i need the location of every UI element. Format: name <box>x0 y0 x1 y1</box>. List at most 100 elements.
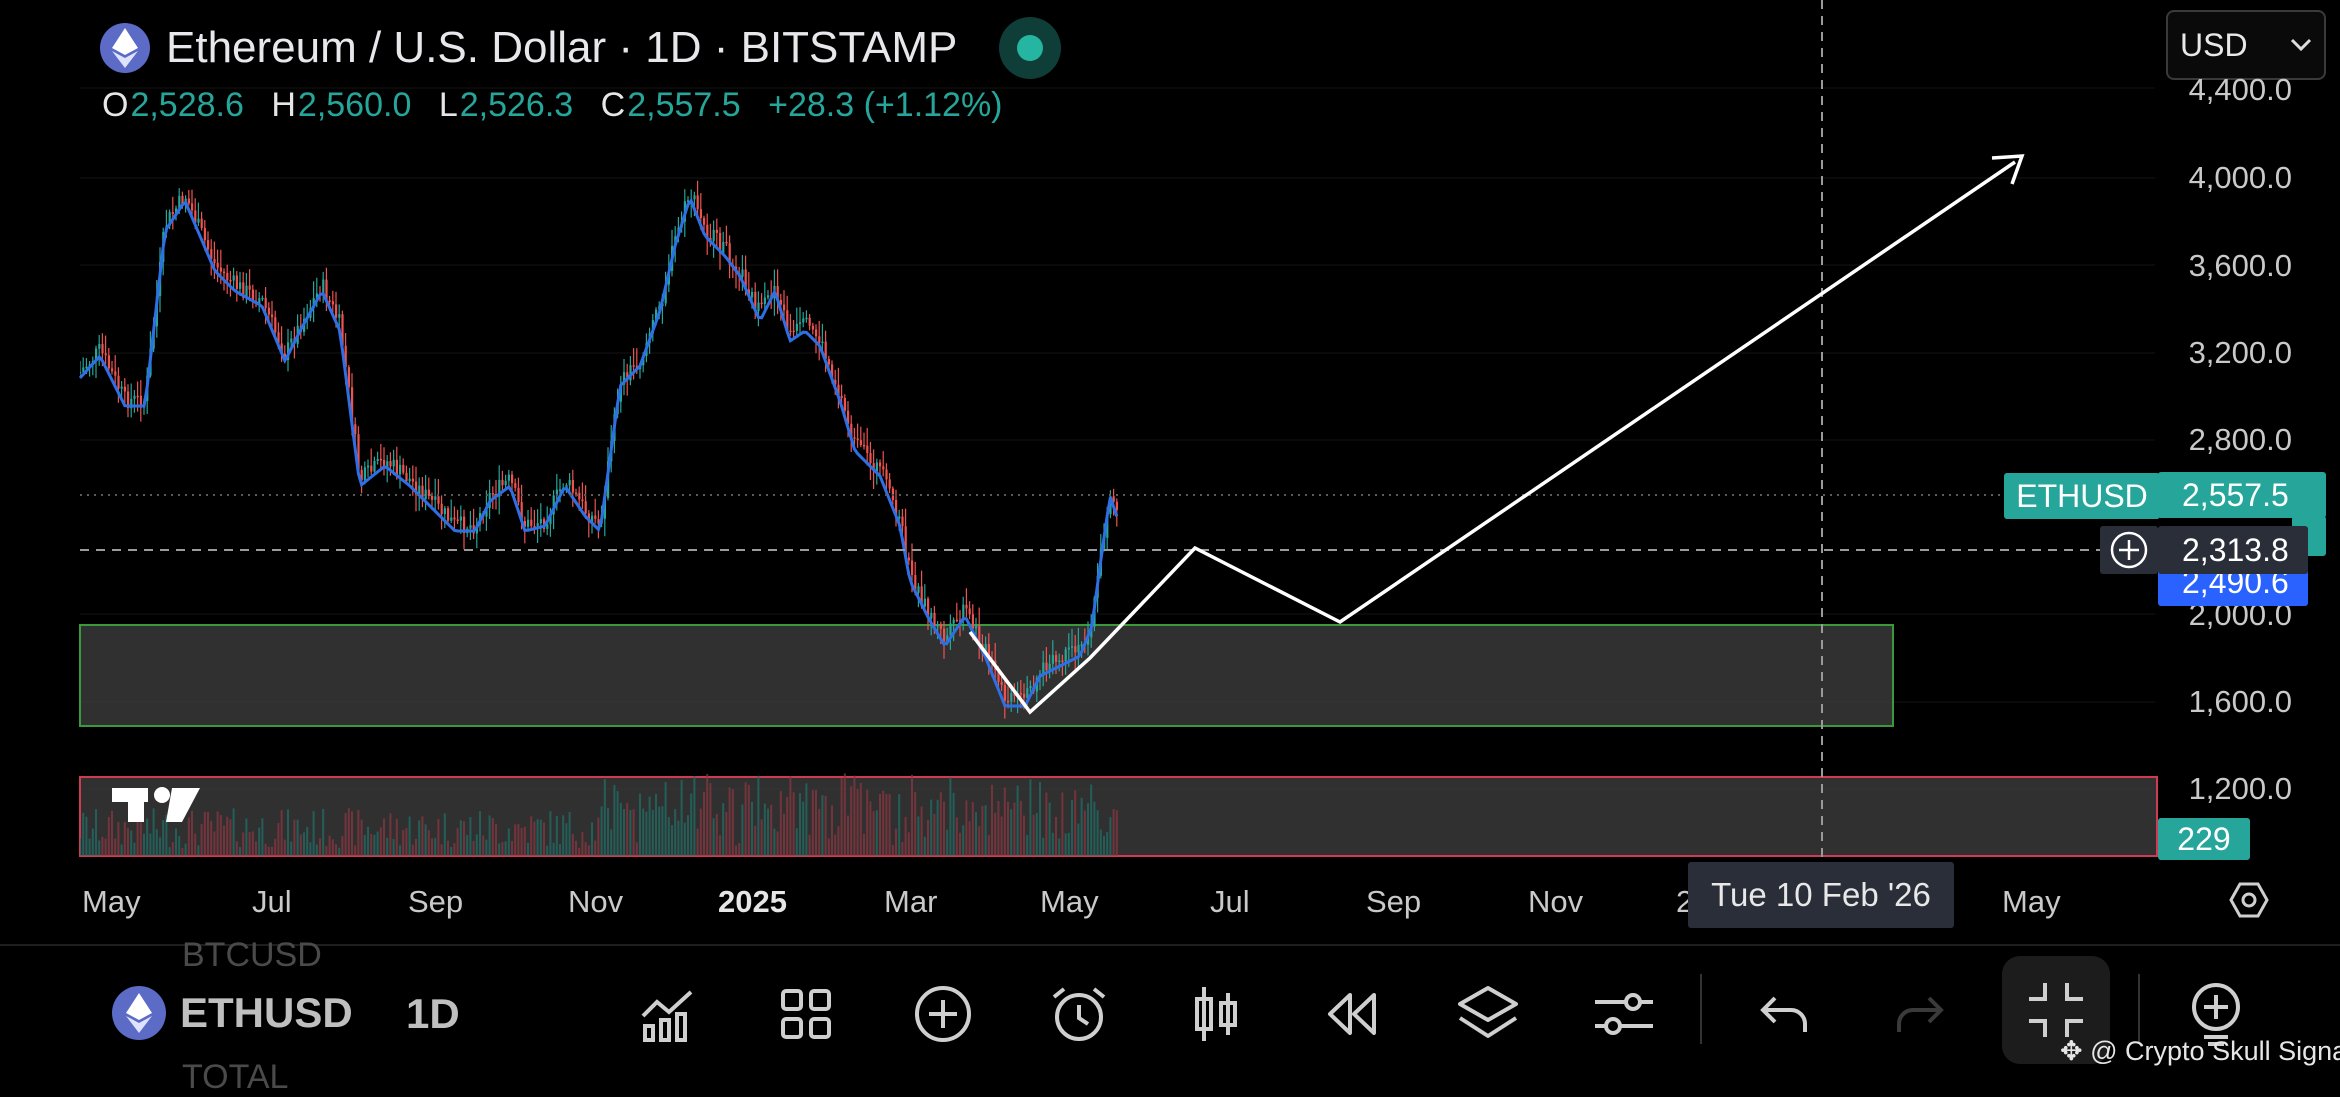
symbol-button[interactable]: ETHUSD <box>112 986 353 1040</box>
exit-fullscreen-button[interactable] <box>2002 956 2110 1064</box>
undo-button[interactable] <box>1744 974 1824 1054</box>
layouts-button[interactable] <box>766 974 846 1054</box>
volume-bar <box>623 808 625 856</box>
currency-select[interactable]: USD <box>2166 10 2326 80</box>
candle-body <box>895 499 898 519</box>
chart-type-button[interactable] <box>1176 974 1256 1054</box>
watermark-text: @ Crypto Skull Signal <box>2090 1036 2340 1066</box>
add-price-alert-button[interactable] <box>2100 526 2158 574</box>
candle-body <box>114 371 117 376</box>
volume-bar <box>370 833 373 856</box>
candle-body <box>117 375 120 389</box>
candle-body <box>1106 514 1109 538</box>
volume-bar <box>559 844 561 856</box>
volume-bar <box>847 815 849 856</box>
volume-bar <box>1058 838 1061 856</box>
volume-bar <box>443 813 446 856</box>
candle-body <box>194 210 197 223</box>
candle-body <box>703 218 706 225</box>
candle-body <box>280 343 283 354</box>
candle-body <box>568 480 571 486</box>
redo-button[interactable] <box>1880 974 1960 1054</box>
candle-body <box>440 503 443 515</box>
volume-bar <box>191 810 193 856</box>
symbol-header[interactable]: Ethereum / U.S. Dollar · 1D · BITSTAMP <box>100 17 1062 79</box>
candle-body <box>277 332 280 344</box>
candle-body <box>719 232 722 254</box>
volume-bar <box>402 829 405 856</box>
volume-bar <box>1039 782 1041 856</box>
volume-bar <box>709 783 712 856</box>
volume-bar <box>418 820 421 856</box>
volume-bar <box>80 838 81 856</box>
alert-button[interactable] <box>1039 974 1119 1054</box>
ethereum-logo-icon <box>112 986 166 1040</box>
candle-body <box>424 489 427 500</box>
add-object-button[interactable] <box>2176 974 2256 1054</box>
candle-body <box>1000 682 1003 685</box>
volume-bar <box>155 829 158 856</box>
volume-bar <box>85 816 88 856</box>
indicators-button[interactable] <box>629 974 709 1054</box>
volume-bar <box>863 833 865 856</box>
timeframe-button[interactable]: 1D <box>406 990 460 1037</box>
candle-body <box>360 469 363 481</box>
candle-body <box>853 437 856 439</box>
volume-bar <box>111 810 113 856</box>
symbol-list-prev[interactable]: BTCUSD <box>182 936 322 974</box>
volume-bar <box>949 777 952 856</box>
tradingview-logo <box>112 787 200 822</box>
candle-body <box>664 284 667 304</box>
price-label: 3,200.0 <box>2188 335 2292 370</box>
volume-bar <box>984 805 987 856</box>
replay-button[interactable] <box>1312 974 1392 1054</box>
layers-button[interactable] <box>1448 974 1528 1054</box>
volume-bar <box>952 792 955 856</box>
candle-body <box>699 209 702 219</box>
volume-bar <box>373 834 376 856</box>
candle-body <box>127 391 130 409</box>
candle-body <box>111 368 114 372</box>
volume-bar <box>146 818 149 856</box>
volume-bar <box>1067 832 1070 856</box>
volume-bar <box>82 812 85 856</box>
volume-bar <box>133 842 136 856</box>
candle-body <box>133 395 136 399</box>
candle-body <box>968 608 971 615</box>
candle-body <box>213 259 216 263</box>
volume-bar <box>939 792 942 856</box>
candle-body <box>1064 649 1067 662</box>
candle-body <box>175 208 178 214</box>
add-button[interactable] <box>903 974 983 1054</box>
volume-bar <box>651 809 654 856</box>
candle-body <box>943 628 946 642</box>
volume-bar <box>1115 810 1118 856</box>
volume-bar <box>751 801 753 856</box>
settings-button[interactable] <box>1584 974 1664 1054</box>
candle-body <box>415 481 418 495</box>
candle-body <box>187 198 190 204</box>
last-price-tag: 2,557.5 <box>2158 472 2326 518</box>
volume-bar <box>459 820 462 856</box>
candle-body <box>363 467 366 481</box>
volume-bar <box>517 823 520 856</box>
volume-bar <box>187 817 190 856</box>
candle-body <box>987 644 990 660</box>
symbol-list-next[interactable]: TOTAL <box>182 1058 289 1096</box>
candle-body <box>1067 647 1070 650</box>
market-status-indicator[interactable] <box>999 17 1062 79</box>
candle-body <box>511 474 514 484</box>
time-label: Mar <box>884 884 938 919</box>
candle-body <box>591 515 594 523</box>
volume-bar <box>811 790 814 856</box>
low-value: 2,526.3 <box>459 86 574 124</box>
volume-bar <box>607 808 609 856</box>
volume-bar <box>664 782 667 856</box>
replay-icon <box>1328 993 1376 1035</box>
volume-bar <box>837 826 840 856</box>
volume-bar <box>296 819 299 856</box>
candle-body <box>427 489 430 497</box>
candle-body <box>463 516 466 534</box>
candle-body <box>1077 644 1080 653</box>
